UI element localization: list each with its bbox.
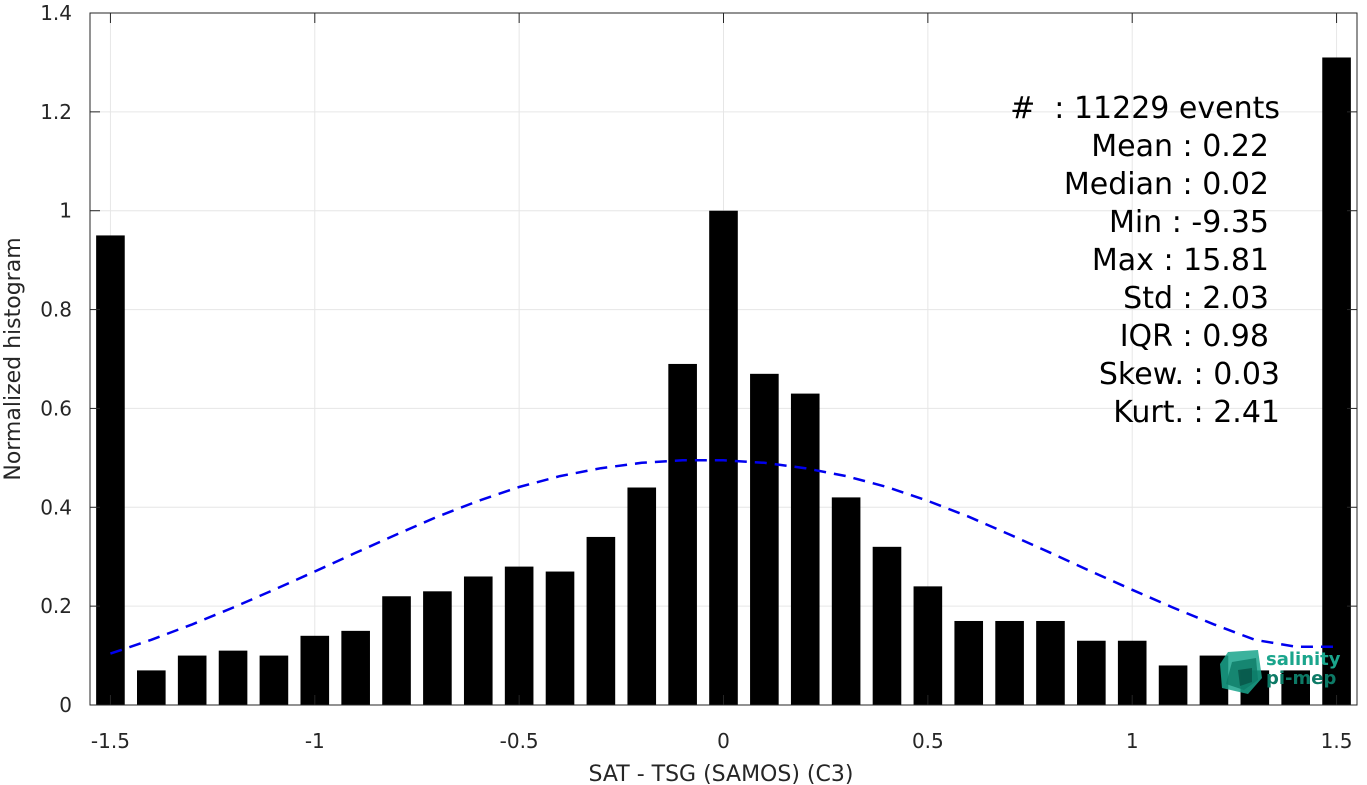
histogram-bar [954,620,984,705]
histogram-bar [750,373,779,705]
histogram-bar [1117,640,1147,705]
histogram-bar [177,655,207,705]
y-axis-label: Normalized histogram [1,237,26,480]
x-tick-label: 0.5 [912,729,944,753]
histogram-bar [872,546,902,705]
x-tick-label: -1 [305,729,325,753]
logo-mark-icon [1220,650,1262,694]
histogram-bar [504,566,534,705]
histogram-bar [259,655,289,705]
histogram-bar [341,630,370,705]
histogram-bar [545,571,575,705]
logo-text-line2: pi-mep [1266,668,1337,689]
histogram-bar [831,497,861,705]
stat-count: # : 11229 events [1010,91,1280,126]
y-tick-label: 1.4 [40,1,72,25]
y-tick-label: 0.6 [40,396,72,420]
y-tick-label: 1 [59,199,72,223]
y-tick-label: 0.2 [40,594,72,618]
histogram-bar [1158,665,1188,705]
histogram-bars [96,57,1351,705]
histogram-bar [423,591,452,705]
histogram-bar [1322,57,1351,705]
stat-min: Min : -9.35 [1108,205,1269,240]
normal-fit-curve [110,459,1337,655]
x-tick-label: -0.5 [500,729,539,753]
x-tick-label: 0 [717,729,730,753]
histogram-bar [668,363,697,705]
stat-max: Max : 15.81 [1091,243,1269,278]
histogram-bar [1077,640,1106,705]
stat-kurt: Kurt. : 2.41 [1113,395,1280,430]
logo-text-line1: salinity [1266,649,1341,670]
x-tick-label: 1.5 [1321,729,1353,753]
histogram-bar [382,596,411,705]
histogram-bar [586,536,616,705]
histogram-bar [995,620,1024,705]
y-axis-ticks: 0 0.2 0.4 0.6 0.8 1 1.2 1.4 [40,1,1357,717]
stat-median: Median : 0.02 [1063,167,1269,202]
histogram-bar [709,210,738,705]
x-axis-label: SAT - TSG (SAMOS) (C3) [589,762,854,785]
histogram-bar [463,576,493,705]
histogram-bar [96,235,125,705]
histogram-bar [627,487,657,705]
x-tick-label: -1.5 [91,729,130,753]
statistics-box: # : 11229 events Mean : 0.22 Median : 0.… [960,90,1280,432]
histogram-bar [300,635,330,705]
x-tick-label: 1 [1126,729,1139,753]
histogram-bar [137,670,166,705]
x-axis-ticks: -1.5 -1 -0.5 0 0.5 1 1.5 [91,13,1353,753]
histogram-bar [913,586,943,705]
salinity-pimep-logo: salinity pi-mep [1218,648,1358,698]
histogram-bar [1281,670,1310,705]
y-tick-label: 0 [59,693,72,717]
stat-skew: Skew. : 0.03 [1098,357,1280,392]
histogram-bar [218,650,248,705]
stat-mean: Mean : 0.22 [1091,129,1269,164]
y-tick-label: 0.4 [40,495,72,519]
stat-iqr: IQR : 0.98 [1119,319,1269,354]
histogram-bar [1036,620,1065,705]
histogram-bar [790,393,820,705]
y-tick-label: 0.8 [40,298,72,322]
y-tick-label: 1.2 [40,100,72,124]
stat-std: Std : 2.03 [1123,281,1269,316]
